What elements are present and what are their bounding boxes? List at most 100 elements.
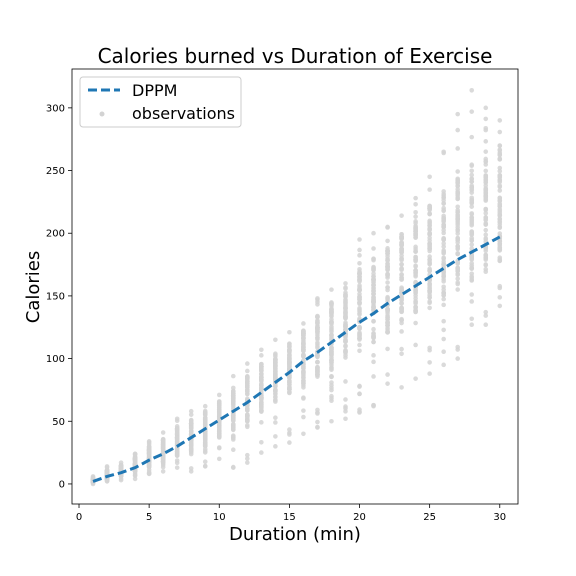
observation-point [483,168,489,174]
observation-point [357,253,362,258]
observation-point [455,344,460,350]
observation-point [441,292,446,298]
observation-point [329,367,334,373]
observation-point [469,190,475,195]
observation-point [132,456,138,461]
observation-point [399,213,404,218]
observation-point [413,279,418,285]
observation-point [413,298,418,304]
observation-point [357,287,362,293]
observation-point [371,271,376,276]
observation-point [230,418,236,423]
observation-point [483,139,489,144]
observation-point [315,411,320,416]
observation-point [315,299,320,305]
observation-point [497,241,503,247]
observation-point [245,368,250,374]
observation-point [413,220,418,226]
observation-point [385,275,390,280]
observation-point [343,337,348,342]
observation-point [455,276,460,282]
observation-point [273,368,278,374]
observation-point [399,297,404,302]
observation-point [427,231,432,236]
observation-point [174,448,180,454]
observation-point [202,463,208,469]
observation-point [427,174,432,180]
observation-point [329,309,334,314]
observation-point [441,318,446,324]
observation-point [385,381,390,386]
observation-point [441,255,446,261]
observation-point [371,256,376,261]
observation-point [483,186,489,191]
observation-point [245,381,250,387]
observation-point [245,452,250,458]
observation-point [273,444,278,449]
observation-point [469,237,475,243]
observation-point [427,211,432,217]
observation-point [413,268,418,273]
observation-point [497,295,503,300]
observation-point [455,186,460,192]
observation-point [399,385,404,390]
observation-point [441,270,446,276]
chart-title: Calories burned vs Duration of Exercise [98,44,493,68]
observation-point [343,286,348,291]
observation-point [483,207,489,213]
observation-point [357,283,362,288]
observation-point [259,396,264,402]
observation-point [455,237,460,243]
observation-point [315,353,320,358]
observation-point [455,245,460,251]
observation-point [273,361,278,367]
observation-point [413,263,418,269]
observation-point [441,296,446,302]
y-tick-label: 250 [46,166,65,177]
observation-point [413,290,418,295]
observation-point [230,403,236,409]
observation-point [455,127,460,133]
y-tick-label: 100 [46,354,65,365]
observation-point [216,402,222,407]
observation-point [329,360,334,365]
observation-point [455,214,460,219]
observation-point [399,285,404,290]
observation-point [315,419,320,425]
observation-point [469,109,475,114]
observation-point [469,271,475,276]
observation-point [301,408,306,413]
observation-point [441,237,446,242]
observation-point [413,246,418,252]
observation-point [216,407,222,412]
observation-point [245,418,250,424]
observation-point [118,473,124,479]
observation-point [427,254,432,259]
observation-point [188,408,194,414]
observation-point [385,296,390,302]
y-tick-label: 150 [46,291,65,302]
observation-point [216,418,222,424]
observation-point [455,179,460,185]
observation-point [441,195,446,201]
observation-point [301,347,306,353]
observation-point [273,434,278,439]
observation-point [230,464,236,470]
observation-point [343,352,348,358]
observation-point [259,405,264,411]
observation-point [441,201,446,206]
observation-point [399,242,404,247]
observation-point [343,293,348,299]
dppm-layer [92,235,501,483]
observation-point [441,362,446,368]
y-tick-label: 0 [59,479,65,490]
observation-point [329,393,334,399]
observation-point [174,465,180,470]
observation-point [441,150,446,156]
observation-point [287,387,292,392]
observation-point [385,280,390,285]
observation-point [413,209,418,215]
observation-point [301,321,306,326]
observation-point [343,313,348,319]
observation-point [343,333,348,339]
